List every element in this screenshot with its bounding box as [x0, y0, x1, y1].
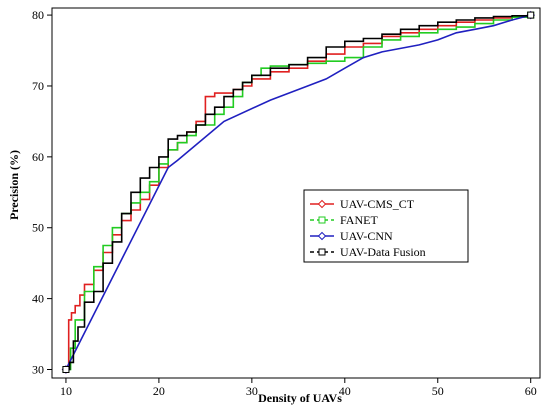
y-tick-label: 80 — [32, 8, 44, 22]
y-axis-label: Precision (%) — [7, 150, 21, 220]
y-tick-label: 60 — [32, 150, 44, 164]
x-axis-label: Density of UAVs — [258, 391, 342, 405]
legend-marker — [317, 231, 327, 241]
x-tick-label: 60 — [525, 384, 537, 398]
legend-box — [303, 189, 469, 263]
plot-frame — [51, 7, 541, 379]
legend-label: UAV-CMS_CT — [340, 197, 415, 211]
x-tick-label: 50 — [432, 384, 444, 398]
y-tick-label: 30 — [32, 362, 44, 376]
x-tick-label: 30 — [246, 384, 258, 398]
legend-marker — [317, 199, 327, 209]
x-tick-label: 20 — [153, 384, 165, 398]
x-tick-label: 40 — [339, 384, 351, 398]
series-point — [527, 11, 535, 19]
series-line-0 — [65, 15, 532, 371]
series-line-2 — [65, 14, 531, 370]
series-line-1 — [65, 15, 532, 371]
legend-marker — [318, 248, 326, 256]
y-tick-label: 40 — [32, 292, 44, 306]
series-layer — [61, 10, 535, 374]
axes-layer: 10 20 30 40 50 60 30 40 50 60 70 80 — [32, 8, 537, 398]
plot-area — [51, 7, 541, 379]
legend-label: FANET — [340, 213, 378, 227]
series-line-3 — [65, 15, 532, 371]
legend: UAV-CMS_CT FANET UAV-CNN UAV-Data Fusion — [303, 189, 469, 263]
legend-marker — [318, 216, 326, 224]
legend-label: UAV-CNN — [340, 229, 393, 243]
y-tick-label: 50 — [32, 221, 44, 235]
legend-label: UAV-Data Fusion — [340, 245, 426, 259]
y-tick-label: 70 — [32, 79, 44, 93]
series-point — [62, 365, 70, 373]
x-tick-label: 10 — [60, 384, 72, 398]
